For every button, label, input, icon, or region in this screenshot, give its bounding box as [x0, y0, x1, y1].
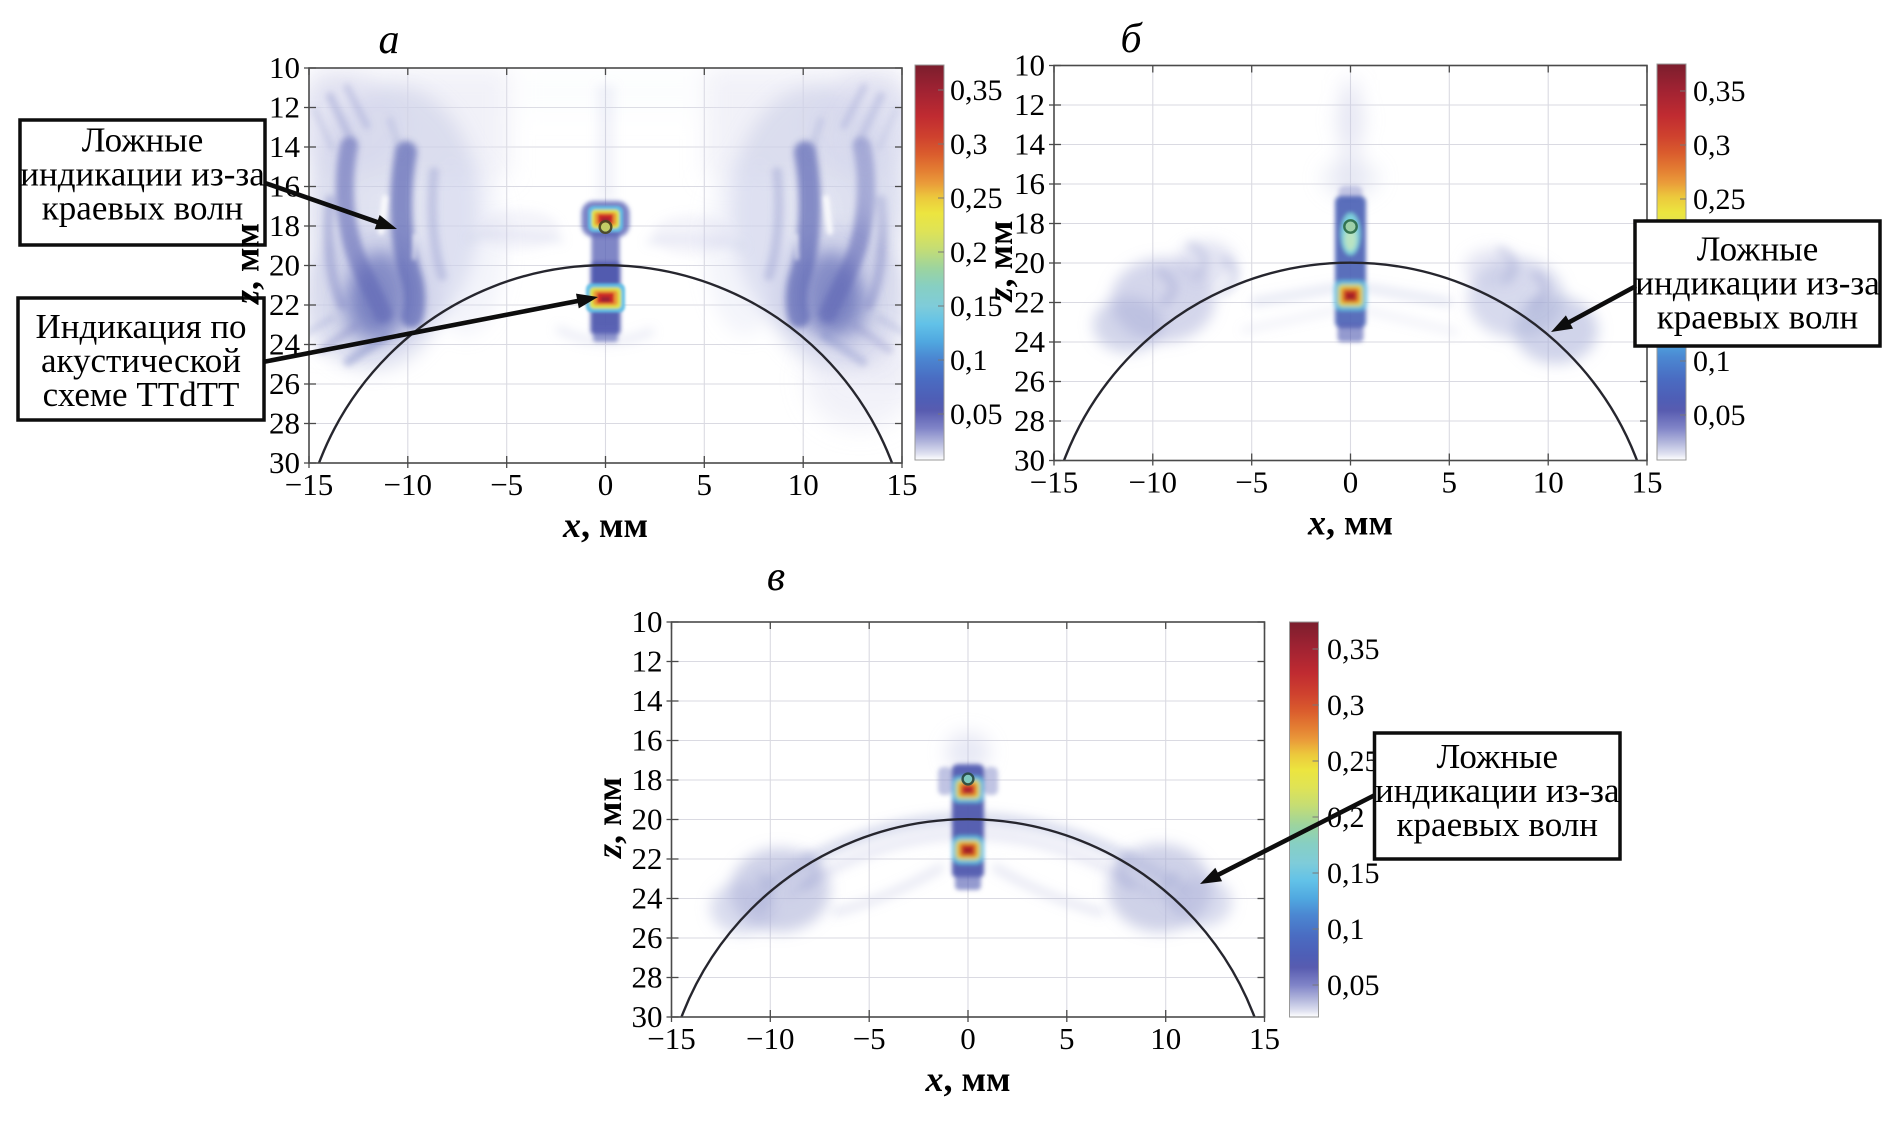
svg-text:22: 22: [269, 287, 300, 322]
svg-text:индикации из-за: индикации из-за: [1635, 264, 1880, 303]
svg-text:индикации из-за: индикации из-за: [20, 155, 265, 194]
svg-text:x, мм: x, мм: [924, 1059, 1010, 1099]
svg-text:−5: −5: [1235, 465, 1268, 500]
svg-text:26: 26: [632, 920, 663, 955]
svg-text:15: 15: [1249, 1021, 1280, 1056]
svg-text:Ложные: Ложные: [1697, 230, 1818, 269]
svg-text:30: 30: [269, 445, 300, 480]
svg-text:15: 15: [887, 467, 918, 502]
svg-text:−15: −15: [647, 1021, 695, 1056]
svg-text:30: 30: [1014, 443, 1045, 478]
svg-text:0: 0: [1343, 465, 1359, 500]
svg-text:0,3: 0,3: [1327, 689, 1365, 722]
svg-text:5: 5: [697, 467, 713, 502]
svg-text:30: 30: [632, 999, 663, 1034]
svg-text:z, мм: z, мм: [227, 223, 267, 306]
svg-text:18: 18: [269, 208, 300, 243]
svg-text:−5: −5: [853, 1021, 886, 1056]
svg-text:10: 10: [1533, 465, 1564, 500]
svg-text:5: 5: [1059, 1021, 1075, 1056]
svg-text:12: 12: [1014, 87, 1045, 122]
svg-text:14: 14: [269, 129, 301, 164]
svg-text:0,1: 0,1: [1693, 345, 1731, 378]
svg-text:Ложные: Ложные: [1437, 737, 1558, 776]
svg-text:z, мм: z, мм: [980, 220, 1020, 303]
svg-text:в: в: [767, 554, 785, 600]
svg-text:28: 28: [1014, 403, 1045, 438]
svg-text:−5: −5: [490, 467, 523, 502]
svg-text:а: а: [379, 17, 400, 63]
svg-text:−15: −15: [1030, 465, 1078, 500]
svg-text:14: 14: [632, 683, 664, 718]
svg-text:0,35: 0,35: [1327, 633, 1380, 666]
svg-text:10: 10: [269, 50, 300, 85]
svg-text:10: 10: [1014, 48, 1045, 83]
svg-text:20: 20: [632, 802, 663, 837]
svg-text:22: 22: [1014, 285, 1045, 320]
svg-text:0: 0: [960, 1021, 976, 1056]
svg-text:0,25: 0,25: [950, 182, 1003, 215]
svg-text:акустической: акустической: [41, 341, 241, 380]
svg-text:24: 24: [632, 881, 664, 916]
svg-text:12: 12: [632, 644, 663, 679]
svg-text:0,1: 0,1: [950, 344, 988, 377]
svg-text:15: 15: [1632, 465, 1663, 500]
svg-text:18: 18: [632, 762, 663, 797]
svg-text:−15: −15: [285, 467, 333, 502]
svg-text:12: 12: [269, 90, 300, 125]
svg-text:24: 24: [1014, 324, 1046, 359]
svg-text:18: 18: [1014, 206, 1045, 241]
svg-text:краевых волн: краевых волн: [1657, 298, 1858, 337]
svg-text:x, мм: x, мм: [1307, 503, 1393, 543]
svg-text:−10: −10: [1129, 465, 1177, 500]
svg-text:0,35: 0,35: [1693, 75, 1746, 108]
svg-text:16: 16: [1014, 166, 1045, 201]
svg-text:краевых волн: краевых волн: [1397, 805, 1598, 844]
svg-text:0,35: 0,35: [950, 74, 1003, 107]
svg-text:20: 20: [1014, 245, 1045, 280]
svg-text:10: 10: [788, 467, 819, 502]
svg-text:14: 14: [1014, 127, 1046, 162]
svg-text:5: 5: [1442, 465, 1458, 500]
svg-text:−10: −10: [384, 467, 432, 502]
svg-text:16: 16: [632, 723, 663, 758]
svg-text:22: 22: [632, 841, 663, 876]
svg-text:28: 28: [632, 960, 663, 995]
svg-text:0,05: 0,05: [1693, 399, 1746, 432]
svg-text:0,3: 0,3: [950, 128, 988, 161]
svg-text:z, мм: z, мм: [589, 777, 629, 860]
svg-text:Индикация по: Индикация по: [35, 307, 246, 346]
svg-text:б: б: [1120, 16, 1143, 62]
svg-text:0,25: 0,25: [1693, 183, 1746, 216]
svg-text:28: 28: [269, 406, 300, 441]
svg-text:26: 26: [269, 366, 300, 401]
svg-text:0,15: 0,15: [1327, 857, 1380, 890]
svg-text:схеме TTdTT: схеме TTdTT: [43, 375, 240, 414]
svg-text:индикации из-за: индикации из-за: [1375, 771, 1620, 810]
svg-text:26: 26: [1014, 364, 1045, 399]
svg-text:10: 10: [1150, 1021, 1181, 1056]
svg-text:Ложные: Ложные: [82, 121, 203, 160]
svg-text:0: 0: [598, 467, 614, 502]
svg-text:−10: −10: [746, 1021, 794, 1056]
svg-text:10: 10: [632, 604, 663, 639]
svg-text:краевых волн: краевых волн: [42, 189, 243, 228]
svg-text:0,1: 0,1: [1327, 913, 1365, 946]
svg-text:0,2: 0,2: [950, 236, 988, 269]
svg-text:0,25: 0,25: [1327, 745, 1380, 778]
svg-text:0,05: 0,05: [1327, 969, 1380, 1002]
svg-text:0,15: 0,15: [950, 290, 1003, 323]
svg-text:0,3: 0,3: [1693, 129, 1731, 162]
svg-text:x, мм: x, мм: [562, 505, 648, 545]
svg-text:0,05: 0,05: [950, 398, 1003, 431]
svg-text:20: 20: [269, 248, 300, 283]
